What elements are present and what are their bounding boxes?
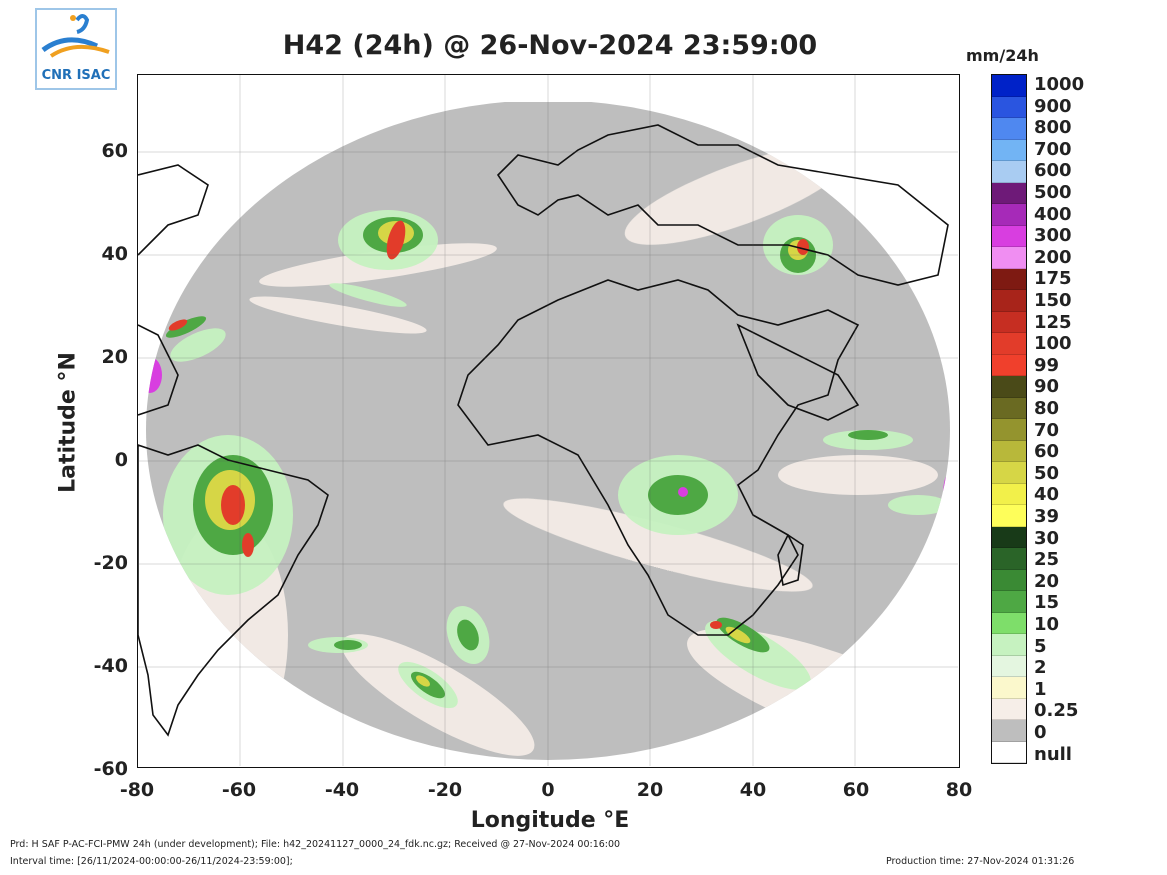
colorbar-label: 2 (1034, 657, 1047, 679)
colorbar-cell (992, 75, 1026, 97)
colorbar-cell (992, 462, 1026, 484)
graticule (138, 75, 958, 766)
colorbar-cell (992, 225, 1026, 247)
colorbar-cell (992, 354, 1026, 376)
colorbar-cell (992, 290, 1026, 312)
colorbar-cell (992, 548, 1026, 570)
colorbar-label: 900 (1034, 95, 1072, 117)
colorbar-cell (992, 440, 1026, 462)
colorbar-label: 20 (1034, 570, 1060, 592)
colorbar-label: 99 (1034, 354, 1060, 376)
x-axis-label: Longitude °E (470, 808, 630, 833)
xtick-label: -80 (119, 779, 155, 801)
colorbar-label: 90 (1034, 376, 1060, 398)
colorbar-label: 600 (1034, 160, 1072, 182)
colorbar-units: mm/24h (966, 46, 1039, 65)
colorbar-label: 39 (1034, 506, 1060, 527)
colorbar-cell (992, 419, 1026, 441)
colorbar-cell (992, 182, 1026, 204)
colorbar-label: 80 (1034, 398, 1060, 419)
colorbar-cell (992, 720, 1026, 742)
xtick-label: -40 (324, 779, 360, 801)
colorbar-label: 200 (1034, 246, 1072, 268)
ytick-label: 40 (101, 243, 128, 265)
colorbar-label: 175 (1034, 268, 1072, 290)
colorbar-cell (992, 483, 1026, 505)
colorbar-label: 30 (1034, 527, 1060, 549)
footer-product-info: Prd: H SAF P-AC-FCI-PMW 24h (under devel… (10, 839, 621, 850)
colorbar-cell (992, 698, 1026, 720)
coastlines (137, 124, 949, 737)
colorbar-cell (992, 526, 1026, 548)
colorbar-label: 400 (1034, 203, 1072, 225)
colorbar-label: 70 (1034, 419, 1060, 441)
ytick-label: -60 (93, 758, 128, 780)
y-axis-label: Latitude °N (55, 352, 81, 493)
colorbar-cell (992, 96, 1026, 118)
colorbar-label: 1000 (1034, 74, 1085, 95)
xtick-label: 80 (945, 779, 973, 801)
colorbar-cell (992, 591, 1026, 613)
colorbar-label: 50 (1034, 462, 1060, 484)
ytick-label: -20 (93, 552, 128, 574)
colorbar-label: 0.25 (1034, 700, 1079, 722)
xtick-label: 60 (842, 779, 870, 801)
colorbar-cell (992, 247, 1026, 269)
colorbar-cell (992, 333, 1026, 355)
logo-swoosh-icon (41, 14, 110, 58)
colorbar-cell (992, 376, 1026, 398)
xtick-label: -60 (221, 779, 257, 801)
colorbar-cell (992, 118, 1026, 140)
colorbar-cell (992, 655, 1026, 677)
precipitation-map (137, 74, 960, 768)
ytick-label: 0 (114, 449, 128, 471)
colorbar-label: 60 (1034, 441, 1060, 463)
colorbar-cell (992, 741, 1026, 763)
colorbar-label: 1 (1034, 678, 1047, 700)
satellite-coverage (146, 102, 950, 760)
map-title: H42 (24h) @ 26-Nov-2024 23:59:00 (282, 30, 818, 61)
colorbar (991, 74, 1027, 764)
map-canvas (137, 75, 958, 766)
ytick-label: -40 (93, 655, 128, 677)
colorbar-cell (992, 569, 1026, 591)
ytick-label: 20 (101, 346, 128, 368)
colorbar-label: 100 (1034, 333, 1072, 355)
logo-text: CNR ISAC (41, 68, 111, 83)
colorbar-cell (992, 268, 1026, 290)
colorbar-label: 800 (1034, 117, 1072, 139)
xtick-label: 20 (636, 779, 664, 801)
xtick-label: 0 (541, 779, 555, 801)
colorbar-label: 500 (1034, 182, 1072, 203)
colorbar-label: 700 (1034, 138, 1072, 160)
colorbar-label: 40 (1034, 484, 1060, 506)
cnr-isac-logo: CNR ISAC (35, 8, 117, 90)
ytick-label: 60 (101, 140, 128, 162)
colorbar-label: 125 (1034, 311, 1072, 333)
colorbar-label: 5 (1034, 635, 1047, 657)
colorbar-cell (992, 505, 1026, 527)
colorbar-cell (992, 311, 1026, 333)
colorbar-label: null (1034, 743, 1072, 765)
footer-production-time: Production time: 27-Nov-2024 01:31:26 (886, 856, 1075, 867)
colorbar-cell (992, 634, 1026, 656)
colorbar-label: 15 (1034, 592, 1060, 614)
colorbar-cell (992, 677, 1026, 699)
footer-interval-time: Interval time: [26/11/2024-00:00:00-26/1… (10, 856, 293, 867)
colorbar-label: 25 (1034, 549, 1060, 571)
xtick-label: -20 (427, 779, 463, 801)
colorbar-label: 300 (1034, 225, 1072, 247)
colorbar-cell (992, 139, 1026, 161)
colorbar-cell (992, 204, 1026, 226)
colorbar-label: 10 (1034, 614, 1060, 635)
colorbar-label: 0 (1034, 722, 1047, 743)
xtick-label: 40 (739, 779, 767, 801)
colorbar-label: 150 (1034, 290, 1072, 311)
colorbar-cell (992, 397, 1026, 419)
colorbar-cell (992, 612, 1026, 634)
colorbar-cell (992, 161, 1026, 183)
